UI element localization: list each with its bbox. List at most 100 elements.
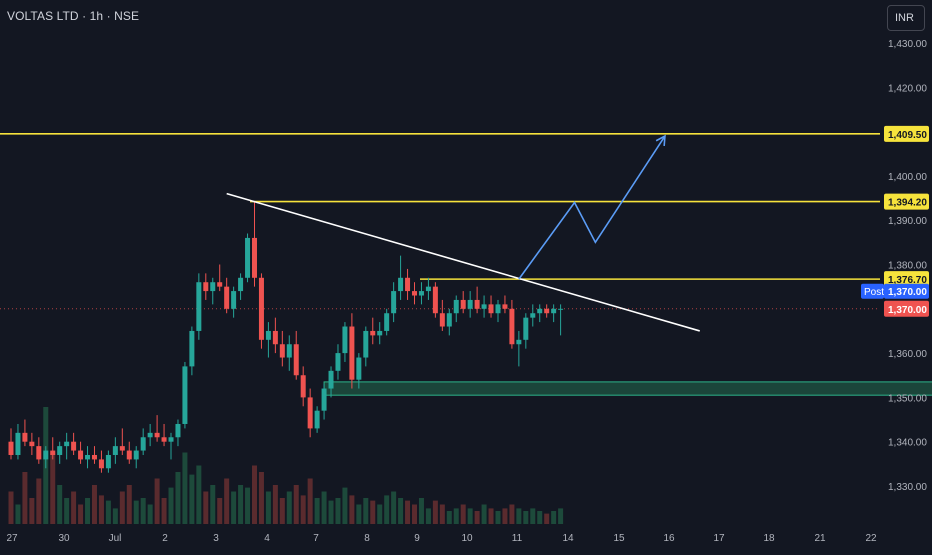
candle-body: [119, 446, 125, 451]
candle: [15, 423, 21, 460]
candle-body: [154, 432, 160, 438]
candle: [161, 423, 167, 447]
candle-body: [29, 441, 35, 447]
candle: [126, 441, 132, 464]
volume-bar: [140, 498, 146, 524]
volume-bar: [551, 511, 557, 524]
x-tick-label: 8: [364, 533, 370, 544]
candle-body: [272, 330, 278, 345]
currency-button[interactable]: INR: [887, 5, 925, 31]
candle-body: [523, 317, 529, 340]
candle: [224, 277, 230, 314]
candle: [446, 308, 452, 336]
volume-bar: [272, 485, 278, 524]
candle-body: [147, 432, 153, 438]
candle: [300, 366, 306, 407]
volume-bar: [384, 495, 390, 524]
candle-body: [161, 437, 167, 442]
candle-body: [432, 286, 438, 314]
candle: [50, 437, 56, 460]
candle: [245, 233, 251, 283]
candle: [481, 295, 487, 318]
volume-bar: [377, 504, 383, 524]
candle: [412, 282, 418, 305]
last-price-label: 1,370.00: [888, 305, 927, 316]
candle-body: [293, 344, 299, 376]
candle: [398, 255, 404, 300]
candle: [279, 330, 285, 367]
candle-body: [439, 313, 445, 327]
volume-bar: [412, 504, 418, 524]
volume-bar: [112, 508, 118, 524]
candle-body: [544, 308, 550, 314]
x-tick-label: 22: [865, 533, 877, 544]
projection-path[interactable]: [518, 135, 666, 280]
candle: [307, 388, 313, 438]
volume-bar: [286, 491, 292, 524]
candle: [258, 273, 264, 349]
volume-bar: [328, 500, 334, 524]
candle-body: [168, 437, 174, 442]
candle: [544, 304, 550, 318]
volume-bar: [509, 504, 515, 524]
candle: [238, 273, 244, 300]
candle-body: [133, 450, 139, 460]
volume-bar: [488, 508, 494, 524]
candle-body: [57, 446, 63, 455]
volume-bar: [418, 498, 424, 524]
candle-body: [530, 313, 536, 318]
candle-body: [356, 357, 362, 380]
candle: [217, 264, 223, 292]
volume-bar: [502, 508, 508, 524]
volume-bar: [71, 491, 77, 524]
candle: [321, 384, 327, 420]
volume-bar: [15, 504, 21, 524]
volume-bar: [22, 472, 28, 524]
candle-body: [391, 291, 397, 314]
x-tick-label: 17: [713, 533, 725, 544]
x-tick-label: 15: [613, 533, 625, 544]
volume-bar: [446, 511, 452, 524]
candle-body: [481, 304, 487, 309]
volume-bar: [147, 504, 153, 524]
candle-body: [502, 304, 508, 309]
volume-bar: [78, 504, 84, 524]
candle-body: [36, 446, 42, 460]
volume-bar: [161, 498, 167, 524]
volume-bar: [398, 498, 404, 524]
volume-bar: [495, 511, 501, 524]
candle-body: [91, 454, 97, 460]
x-tick-label: 27: [6, 533, 18, 544]
volume-bar: [50, 452, 56, 524]
candle-body: [474, 299, 480, 309]
candle: [168, 432, 174, 460]
volume-bar: [224, 478, 230, 524]
candle: [460, 291, 466, 314]
candle: [119, 428, 125, 455]
volume-bar: [57, 485, 63, 524]
last-price-tag: [884, 300, 929, 317]
candle: [467, 291, 473, 318]
demand-zone[interactable]: [323, 381, 932, 396]
candle: [175, 419, 181, 447]
candle-body: [105, 454, 111, 469]
trendline[interactable]: [226, 192, 700, 332]
x-tick-label: 7: [313, 533, 319, 544]
candle-body: [377, 330, 383, 336]
volume-bar: [293, 485, 299, 524]
candle: [78, 441, 84, 464]
y-tick-label: 1,400.00: [888, 172, 927, 183]
volume-bar: [119, 491, 125, 524]
volume-bar: [523, 511, 529, 524]
volume-bar: [154, 478, 160, 524]
volume-bar: [467, 508, 473, 524]
candle: [98, 450, 104, 473]
post-price-tag: [884, 283, 929, 299]
candle-body: [307, 397, 313, 429]
candle-body: [509, 308, 515, 345]
candle: [71, 432, 77, 455]
volume-bar: [238, 485, 244, 524]
y-tick-label: 1,360.00: [888, 349, 927, 360]
candle: [29, 432, 35, 455]
